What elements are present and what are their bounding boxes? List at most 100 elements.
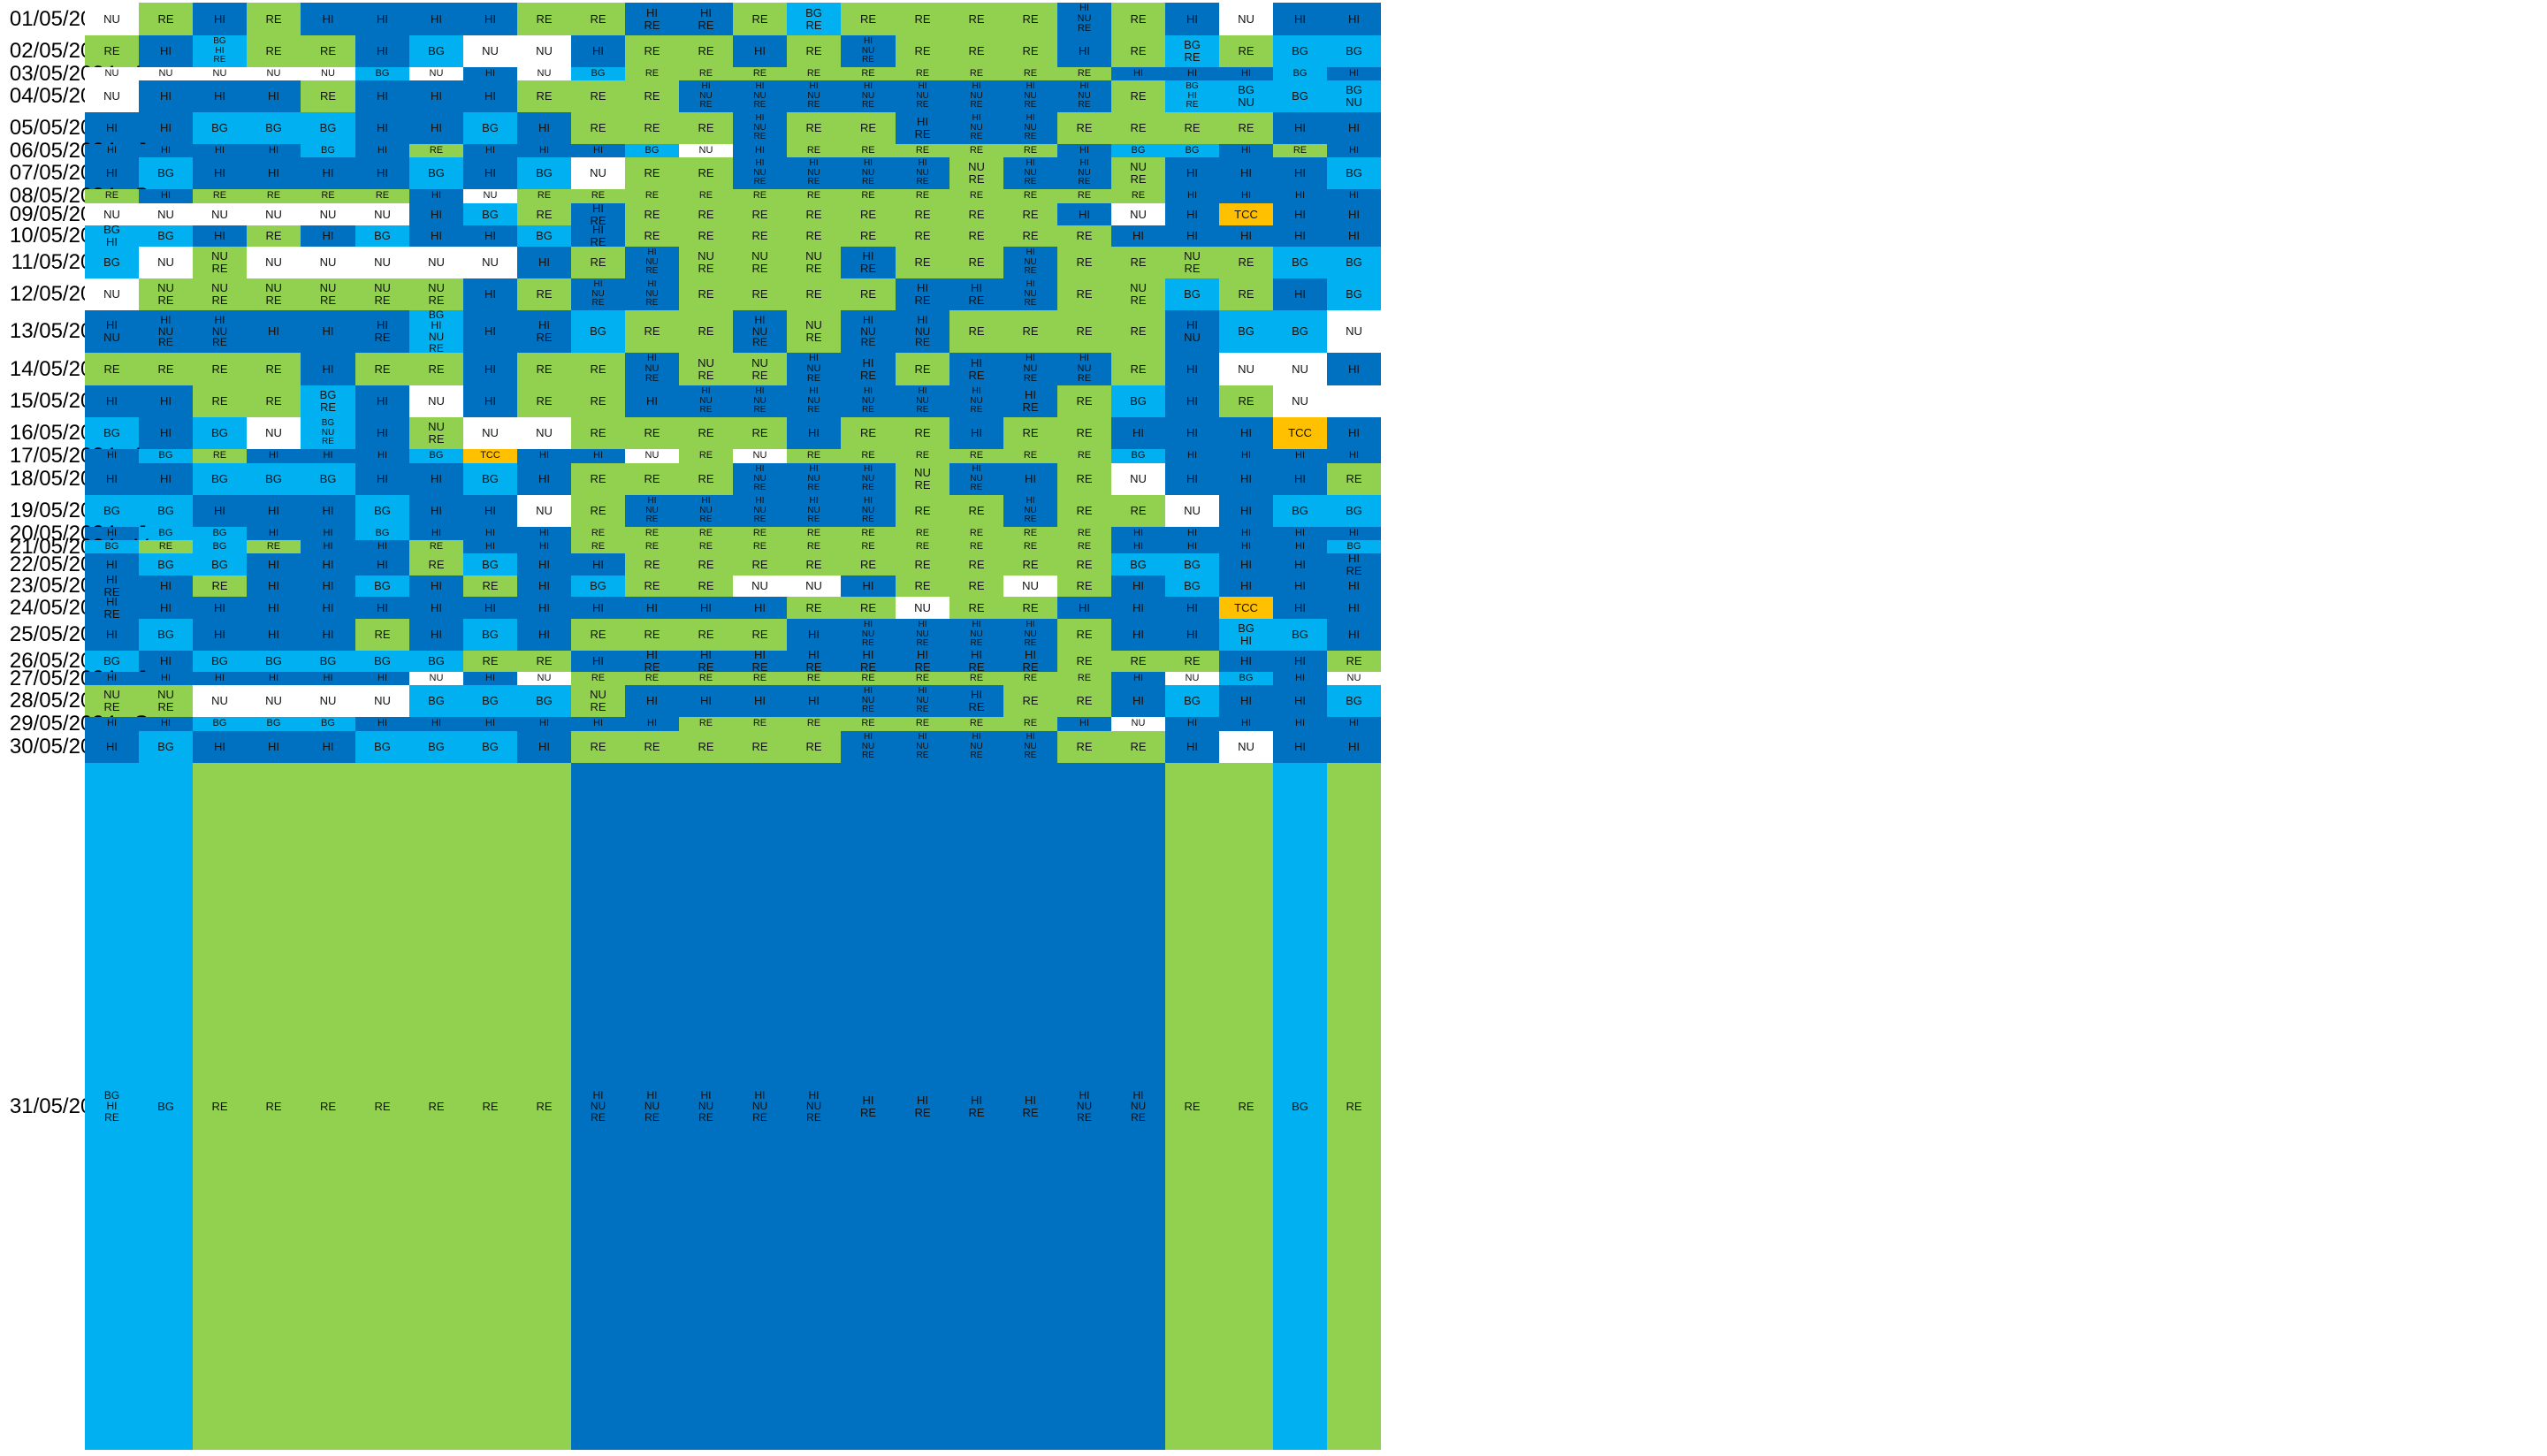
schedule-cell[interactable]: HI <box>85 553 139 576</box>
schedule-cell[interactable]: RE <box>1219 763 1273 1450</box>
schedule-cell[interactable]: HI NU RE <box>679 495 733 527</box>
schedule-cell[interactable]: NU <box>85 203 139 225</box>
schedule-cell[interactable]: HI <box>571 553 625 576</box>
schedule-cell[interactable]: RE <box>301 763 355 1450</box>
schedule-cell[interactable]: HI NU <box>1165 310 1219 353</box>
schedule-cell[interactable]: HI <box>787 619 841 651</box>
schedule-cell[interactable]: RE <box>1057 576 1111 597</box>
schedule-cell[interactable]: BG <box>1273 67 1327 80</box>
schedule-cell[interactable]: HI NU RE <box>1057 157 1111 189</box>
schedule-cell[interactable]: HI <box>571 35 625 67</box>
schedule-cell[interactable]: BG <box>139 553 193 576</box>
schedule-cell[interactable]: HI <box>1003 463 1057 495</box>
schedule-cell[interactable]: RE <box>247 189 301 203</box>
schedule-cell[interactable]: RE <box>1057 553 1111 576</box>
schedule-cell[interactable]: HI <box>463 717 517 731</box>
schedule-cell[interactable]: RE <box>1003 540 1057 553</box>
schedule-cell[interactable]: NU <box>463 247 517 278</box>
schedule-cell[interactable]: RE <box>949 310 1003 353</box>
schedule-cell[interactable]: HI <box>193 672 247 685</box>
schedule-cell[interactable]: HI <box>247 527 301 540</box>
schedule-cell[interactable]: NU <box>301 247 355 278</box>
schedule-cell[interactable]: HI <box>625 685 679 717</box>
schedule-cell[interactable]: BG <box>1327 495 1381 527</box>
schedule-cell[interactable]: NU <box>517 672 571 685</box>
schedule-cell[interactable]: RE <box>625 112 679 144</box>
schedule-cell[interactable]: HI <box>247 597 301 619</box>
schedule-cell[interactable]: HI NU RE <box>949 463 1003 495</box>
schedule-cell[interactable]: RE <box>625 225 679 247</box>
schedule-cell[interactable]: HI <box>1273 157 1327 189</box>
schedule-cell[interactable]: HI NU RE <box>841 310 896 353</box>
schedule-cell[interactable]: HI <box>1327 353 1381 385</box>
schedule-cell[interactable]: NU RE <box>139 685 193 717</box>
schedule-cell[interactable]: RE <box>1057 651 1111 672</box>
schedule-cell[interactable]: BG <box>301 651 355 672</box>
schedule-cell[interactable]: RE <box>733 717 787 731</box>
schedule-cell[interactable]: HI <box>1111 685 1165 717</box>
schedule-cell[interactable]: NU <box>1165 495 1219 527</box>
schedule-cell[interactable]: HI NU RE <box>733 112 787 144</box>
schedule-cell[interactable]: RE <box>571 80 625 112</box>
schedule-cell[interactable]: NU RE <box>949 157 1003 189</box>
schedule-cell[interactable]: HI RE <box>949 649 1003 673</box>
schedule-cell[interactable]: RE <box>1057 225 1111 247</box>
schedule-cell[interactable]: NU RE <box>679 247 733 278</box>
schedule-cell[interactable]: RE <box>409 353 463 385</box>
schedule-cell[interactable]: NU <box>193 67 247 80</box>
schedule-cell[interactable]: HI NU RE <box>1003 80 1057 112</box>
schedule-cell[interactable]: RE <box>1057 67 1111 80</box>
schedule-cell[interactable]: RE <box>193 576 247 597</box>
schedule-cell[interactable]: RE <box>463 763 517 1450</box>
schedule-cell[interactable]: NU <box>355 247 409 278</box>
schedule-cell[interactable]: HI <box>247 553 301 576</box>
schedule-cell[interactable]: HI RE <box>733 649 787 673</box>
schedule-cell[interactable]: BG <box>1273 310 1327 353</box>
schedule-cell[interactable]: RE <box>139 3 193 35</box>
schedule-cell[interactable]: RE <box>355 763 409 1450</box>
schedule-cell[interactable]: RE <box>625 553 679 576</box>
schedule-cell[interactable]: RE <box>896 353 949 385</box>
schedule-cell[interactable]: HI <box>1219 717 1273 731</box>
schedule-cell[interactable]: RE <box>571 540 625 553</box>
schedule-cell[interactable]: HI NU RE <box>1003 353 1057 385</box>
schedule-cell[interactable]: HI <box>1219 527 1273 540</box>
schedule-cell[interactable]: HI <box>85 463 139 495</box>
schedule-cell[interactable]: RE <box>1057 731 1111 763</box>
schedule-cell[interactable]: HI <box>517 449 571 463</box>
schedule-cell[interactable]: RE <box>841 540 896 553</box>
schedule-cell[interactable]: HI <box>409 619 463 651</box>
schedule-cell[interactable]: NU <box>517 67 571 80</box>
schedule-cell[interactable]: RE <box>1165 763 1219 1450</box>
schedule-cell[interactable]: HI <box>193 144 247 157</box>
schedule-cell[interactable]: RE <box>949 576 1003 597</box>
schedule-cell[interactable]: RE <box>733 731 787 763</box>
schedule-cell[interactable]: HI <box>1327 189 1381 203</box>
schedule-cell[interactable]: BG NU RE <box>301 417 355 449</box>
schedule-cell[interactable]: HI <box>1111 672 1165 685</box>
schedule-cell[interactable]: HI <box>301 540 355 553</box>
schedule-cell[interactable]: RE <box>1057 449 1111 463</box>
schedule-cell[interactable]: RE <box>193 353 247 385</box>
schedule-cell[interactable]: RE <box>787 225 841 247</box>
schedule-cell[interactable]: HI <box>1111 225 1165 247</box>
schedule-cell[interactable]: TCC <box>463 449 517 463</box>
schedule-cell[interactable]: RE <box>247 225 301 247</box>
schedule-cell[interactable]: HI RE <box>949 278 1003 310</box>
schedule-cell[interactable]: RE <box>949 225 1003 247</box>
schedule-cell[interactable]: HI NU RE <box>787 385 841 417</box>
schedule-cell[interactable]: RE <box>1219 247 1273 278</box>
schedule-cell[interactable]: NU RE <box>787 247 841 278</box>
schedule-cell[interactable]: RE <box>679 731 733 763</box>
schedule-cell[interactable]: RE <box>787 597 841 619</box>
schedule-cell[interactable]: BG <box>571 576 625 597</box>
schedule-cell[interactable]: RE <box>787 527 841 540</box>
schedule-cell[interactable]: RE <box>1111 651 1165 672</box>
schedule-cell[interactable]: HI <box>355 717 409 731</box>
schedule-cell[interactable]: RE <box>787 189 841 203</box>
schedule-cell[interactable]: HI <box>463 278 517 310</box>
schedule-cell[interactable]: RE <box>1057 247 1111 278</box>
schedule-cell[interactable]: BG <box>139 619 193 651</box>
schedule-cell[interactable]: BG HI <box>85 224 139 248</box>
schedule-cell[interactable]: RE <box>1003 597 1057 619</box>
